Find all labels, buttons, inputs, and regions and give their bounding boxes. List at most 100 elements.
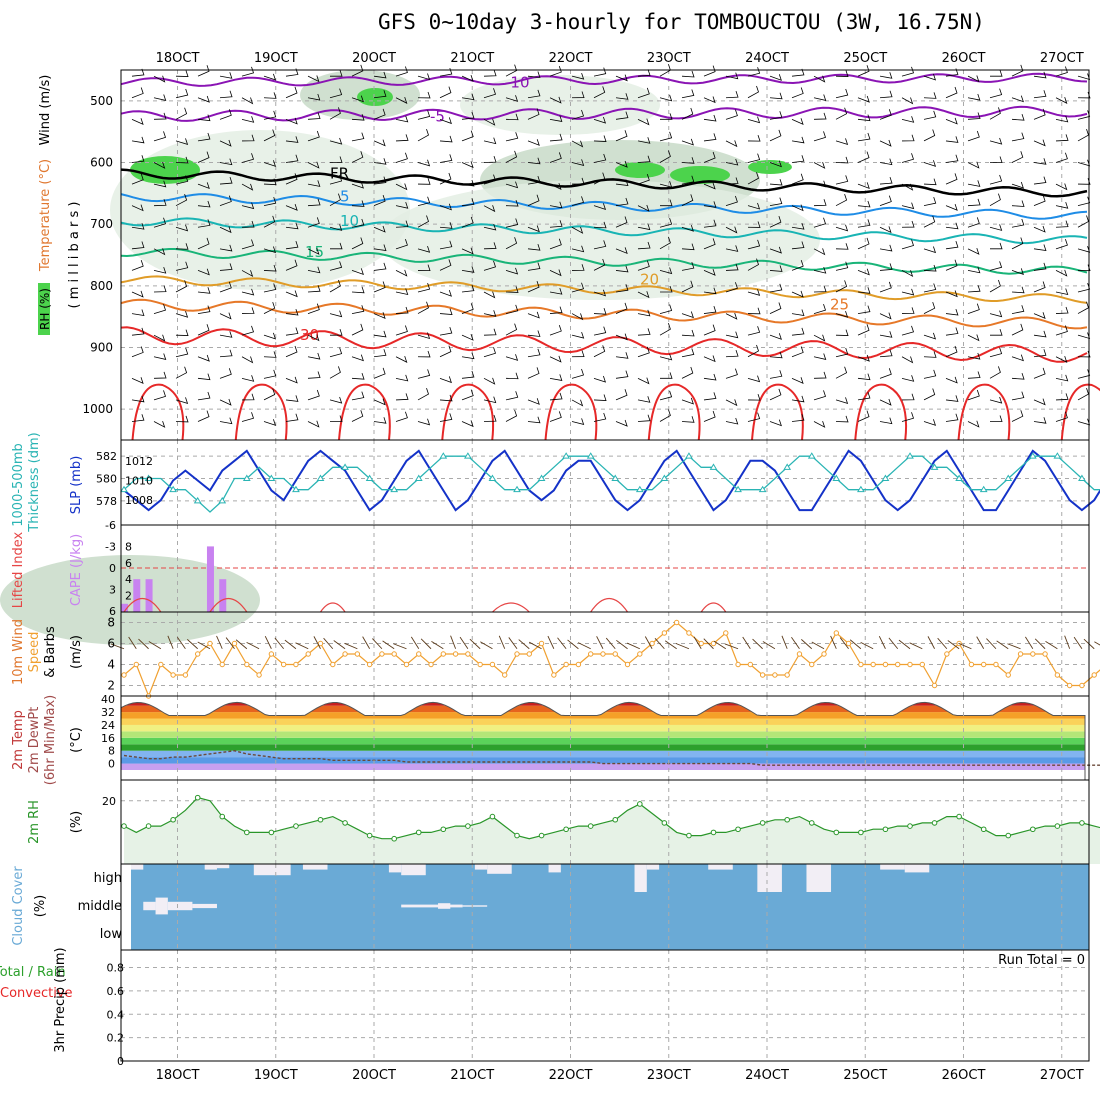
rh-point	[366, 832, 373, 839]
thickness-point	[341, 463, 349, 470]
precip-tick-label: 0.4	[107, 1008, 125, 1021]
surface-wind-barb	[508, 637, 518, 650]
wind-speed-point	[121, 672, 127, 678]
surface-wind-barb	[976, 636, 985, 649]
wind-barb	[945, 173, 958, 185]
wind-barb	[615, 130, 628, 142]
wind-barb	[505, 95, 519, 102]
cloud-high-gap	[401, 864, 426, 876]
surface-wind-barb	[333, 640, 346, 650]
wind-barb	[549, 374, 563, 381]
rh-fill	[130, 156, 200, 184]
wind-barb	[241, 66, 255, 77]
wind-barb	[901, 307, 915, 314]
wind-barb	[307, 285, 321, 293]
cape-tick-label: 4	[125, 573, 132, 586]
wind-barb	[923, 215, 936, 228]
wind-barb	[1033, 195, 1046, 207]
wind-barb	[967, 75, 980, 83]
wind-barb	[153, 248, 166, 256]
wind-barb	[351, 268, 364, 275]
wind-barb	[725, 91, 739, 99]
surface-wind-barb	[1007, 643, 1021, 650]
rh-shade	[110, 130, 410, 290]
surface-contour	[131, 383, 185, 441]
wind-barb	[990, 70, 1003, 77]
surface-wind-barb	[420, 638, 432, 650]
wind-barb	[1055, 239, 1068, 250]
wind-barb	[461, 284, 475, 293]
rh-point	[784, 816, 790, 823]
wind-speed-point	[465, 651, 471, 657]
wind-barb	[725, 72, 739, 80]
wind-barb	[813, 112, 827, 120]
wind-barb	[813, 353, 827, 361]
cloud-mid-gap	[167, 901, 193, 911]
wind-barb	[307, 371, 321, 379]
wind-barb	[637, 328, 651, 336]
thickness-point	[955, 474, 964, 481]
wind-barb	[1077, 418, 1091, 426]
wind-barb	[725, 331, 739, 339]
wind-speed-point	[268, 651, 275, 657]
wind-barb	[263, 110, 277, 120]
wind-barb	[725, 245, 739, 252]
thickness-unit-label: Thickness (dm)	[27, 432, 42, 532]
wind-barb	[285, 395, 299, 402]
wind-speed-point	[723, 630, 729, 636]
thickness-point	[414, 474, 423, 481]
wind-barb	[549, 201, 563, 209]
wind-barb	[263, 283, 277, 293]
wind-barb	[263, 92, 277, 99]
thickness-point	[758, 485, 767, 493]
rh-point	[538, 832, 545, 839]
wind-barb	[1011, 305, 1025, 314]
wind-barb	[263, 302, 276, 314]
wind-barb	[637, 260, 650, 271]
rh-panel	[121, 780, 1100, 864]
wind-barb	[593, 289, 607, 297]
wind-barb	[241, 202, 255, 210]
wind-speed-point	[870, 661, 876, 668]
wind-speed-point	[919, 661, 925, 668]
wind-barb	[989, 396, 1003, 404]
wind-barb	[593, 67, 607, 77]
wind-barb	[417, 301, 429, 314]
wind-barb	[505, 267, 519, 275]
wind-speed-point	[293, 661, 299, 668]
wind-barb	[725, 140, 738, 148]
wind-barb	[945, 345, 958, 358]
wind-barb	[1055, 134, 1069, 142]
wind-barb	[637, 223, 651, 231]
wind-barb	[879, 263, 893, 271]
wind-barb	[593, 394, 607, 401]
wind-barb	[351, 354, 364, 362]
thickness-point	[242, 474, 251, 481]
wind-barb	[307, 93, 321, 101]
wind-speed-point	[845, 640, 852, 647]
wind-barb	[417, 282, 431, 293]
thickness-label: 1000-500mb	[11, 443, 26, 527]
isotherm-label: 10	[340, 212, 359, 230]
wind-barb	[703, 219, 717, 228]
rh-point	[514, 832, 520, 839]
thickness-point	[734, 485, 742, 493]
wind-barb	[703, 133, 717, 142]
wind-barb	[505, 150, 518, 163]
wind-barb	[131, 309, 145, 316]
rh-point	[415, 829, 422, 836]
li-line	[590, 597, 629, 613]
wind-barb	[593, 345, 606, 358]
wind-barb	[835, 329, 849, 336]
wind-barb	[703, 324, 716, 336]
temp-band	[121, 724, 1085, 732]
wind-barb	[439, 67, 453, 77]
wind-barb	[703, 151, 716, 163]
wind-barb	[527, 157, 541, 165]
surface-contour	[544, 383, 598, 441]
surface-contour	[854, 383, 907, 441]
wind-barb	[373, 176, 387, 185]
cloud-level-label: low	[100, 927, 123, 942]
wind-barb	[835, 261, 849, 271]
